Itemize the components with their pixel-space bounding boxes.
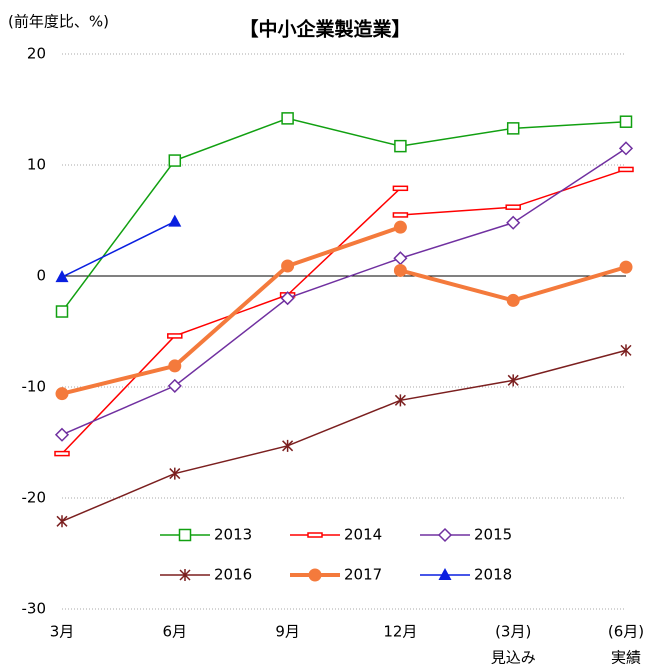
marker — [506, 122, 520, 135]
marker — [56, 515, 68, 528]
marker — [620, 344, 632, 357]
series-line — [61, 220, 176, 278]
unit-label: (前年度比、%) — [8, 13, 109, 31]
marker — [394, 394, 406, 407]
x-tick-label: (3月) — [495, 623, 531, 641]
x-tick-label: 12月 — [383, 623, 417, 641]
marker — [506, 215, 521, 230]
series-line — [61, 225, 402, 396]
x-tick-label: (6月) — [608, 623, 644, 641]
x-tick-sublabel: 見込み — [491, 649, 536, 667]
marker — [54, 427, 70, 442]
y-tick-label: -20 — [22, 489, 47, 507]
legend-marker — [178, 528, 192, 542]
marker — [393, 220, 407, 234]
legend-marker — [437, 527, 453, 543]
marker — [55, 305, 69, 318]
x-tick-label: 9月 — [275, 623, 300, 641]
marker — [168, 214, 182, 227]
marker — [282, 439, 294, 452]
series-line — [61, 349, 627, 523]
marker — [618, 141, 634, 156]
legend-marker — [438, 568, 452, 580]
x-tick-label: 3月 — [50, 623, 75, 641]
legend-marker — [307, 532, 323, 538]
marker — [619, 260, 633, 274]
legend-label: 2018 — [474, 566, 512, 584]
legend-label: 2017 — [344, 566, 382, 584]
marker — [281, 259, 295, 273]
legend-label: 2013 — [214, 526, 252, 544]
marker — [167, 333, 183, 339]
marker — [394, 139, 407, 153]
marker — [169, 467, 181, 480]
series-line — [61, 147, 627, 436]
marker — [281, 112, 294, 125]
marker — [619, 115, 633, 128]
marker — [392, 185, 409, 192]
legend-marker — [308, 568, 322, 582]
marker — [168, 359, 182, 373]
legend-marker — [179, 569, 191, 581]
marker — [55, 270, 69, 283]
y-tick-label: -10 — [22, 378, 47, 396]
y-tick-label: 20 — [27, 45, 46, 63]
marker — [505, 204, 521, 210]
marker — [507, 374, 519, 387]
legend-label: 2016 — [214, 566, 252, 584]
marker — [392, 212, 409, 218]
y-tick-label: 0 — [36, 267, 46, 285]
marker — [55, 387, 69, 401]
marker — [168, 154, 182, 167]
marker — [393, 263, 407, 277]
marker — [167, 378, 182, 393]
legend-label: 2015 — [474, 526, 512, 544]
series-line — [61, 187, 401, 455]
x-tick-label: 6月 — [163, 623, 188, 641]
y-tick-label: -30 — [22, 600, 47, 618]
marker — [506, 293, 520, 307]
marker — [280, 291, 295, 306]
x-tick-sublabel: 実績 — [611, 649, 641, 667]
chart-title: 【中小企業製造業】 — [239, 18, 410, 41]
series-line — [61, 117, 627, 312]
legend-label: 2014 — [344, 526, 382, 544]
marker — [393, 251, 408, 266]
marker — [618, 166, 634, 173]
marker — [54, 450, 70, 457]
y-tick-label: 10 — [27, 156, 46, 174]
